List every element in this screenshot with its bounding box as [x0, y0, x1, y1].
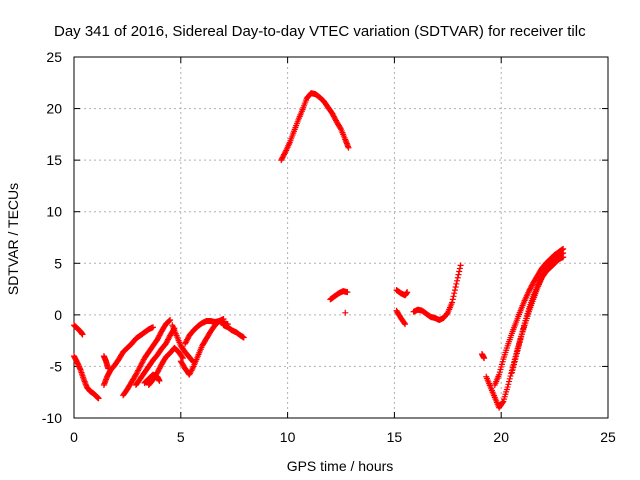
data-point	[156, 377, 163, 384]
x-axis-title: GPS time / hours	[287, 458, 394, 474]
data-point	[481, 355, 488, 362]
data-point	[520, 325, 527, 332]
y-tick-label: 25	[46, 49, 62, 65]
y-tick-label: 0	[54, 307, 62, 323]
data-point	[179, 355, 186, 362]
data-point	[166, 317, 173, 324]
data-point	[449, 296, 456, 303]
data-point	[512, 355, 519, 362]
data-point	[519, 328, 526, 335]
data-point	[454, 277, 461, 284]
data-point	[344, 289, 351, 296]
data-point	[449, 299, 456, 306]
data-point	[516, 342, 522, 349]
data-point	[507, 373, 514, 380]
axis-ticks: 0 5 10 15 20 25 -10 -5 0 5 10 15 20 25	[42, 49, 616, 445]
data-point	[560, 245, 567, 252]
data-point	[79, 331, 86, 338]
data-point	[506, 375, 513, 382]
data-point	[508, 370, 515, 377]
data-point	[517, 336, 524, 343]
data-point	[508, 369, 515, 376]
data-point	[451, 287, 458, 294]
x-tick-label: 5	[177, 429, 185, 445]
x-tick-label: 20	[493, 429, 509, 445]
y-tick-label: -10	[42, 410, 62, 426]
data-point	[453, 280, 460, 287]
data-point	[189, 364, 196, 371]
data-point	[179, 354, 186, 361]
data-point	[455, 271, 462, 278]
data-point	[504, 384, 511, 391]
data-point	[520, 322, 527, 329]
data-point	[511, 361, 518, 368]
data-point	[240, 334, 247, 341]
data-point	[167, 317, 174, 324]
data-point	[513, 350, 520, 357]
data-point	[506, 378, 513, 385]
data-point	[150, 324, 157, 331]
data-point	[560, 254, 567, 261]
data-point	[505, 381, 512, 388]
x-tick-label: 25	[600, 429, 616, 445]
data-point	[514, 347, 521, 354]
data-point	[518, 331, 525, 338]
data-point	[510, 364, 517, 371]
data-point	[402, 321, 409, 328]
data-point	[511, 358, 518, 365]
data-point	[450, 293, 457, 300]
data-point	[95, 395, 102, 402]
data-point	[516, 339, 523, 346]
y-tick-label: 15	[46, 152, 62, 168]
data-point	[457, 262, 464, 269]
y-tick-label: 10	[46, 204, 62, 220]
data-point	[345, 144, 352, 151]
data-point	[509, 366, 516, 373]
data-point	[518, 333, 525, 340]
y-tick-label: 5	[54, 255, 62, 271]
data-point	[452, 284, 459, 291]
x-tick-label: 10	[280, 429, 296, 445]
data-points	[71, 90, 567, 411]
data-point	[105, 365, 112, 372]
data-point	[456, 268, 463, 275]
data-point	[499, 399, 506, 406]
data-point	[342, 309, 349, 316]
plot-frame	[73, 56, 609, 419]
data-point	[401, 320, 408, 327]
data-point	[454, 274, 461, 281]
y-tick-label: 20	[46, 101, 62, 117]
data-point	[513, 353, 520, 360]
data-point	[404, 289, 411, 296]
y-axis-title: SDTVAR / TECUs	[5, 183, 21, 295]
data-point	[451, 290, 458, 297]
chart-title: Day 341 of 2016, Sidereal Day-to-day VTE…	[54, 23, 586, 40]
data-point	[515, 344, 522, 351]
x-tick-label: 15	[387, 429, 403, 445]
y-tick-label: -5	[50, 358, 63, 374]
x-tick-label: 0	[70, 429, 78, 445]
data-point	[456, 265, 463, 272]
